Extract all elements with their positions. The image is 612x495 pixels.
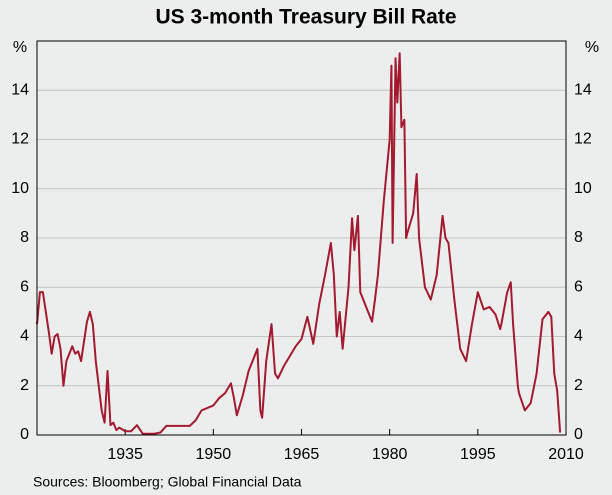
chart-title: US 3-month Treasury Bill Rate — [155, 6, 456, 29]
x-tick-label: 1965 — [284, 446, 320, 463]
x-tick-label: 1995 — [460, 446, 496, 463]
y2-tick-label: 8 — [574, 229, 583, 246]
source-note: Sources: Bloomberg; Global Financial Dat… — [33, 474, 302, 490]
y-tick-label: 14 — [11, 81, 29, 98]
y2-tick-label: 2 — [574, 377, 583, 394]
y-unit-right: % — [585, 39, 599, 56]
y2-tick-label: 6 — [574, 278, 583, 295]
x-tick-label: 1950 — [196, 446, 232, 463]
y-tick-label: 10 — [11, 180, 29, 197]
series-line — [36, 52, 562, 435]
y2-tick-label: 4 — [574, 328, 583, 345]
plot-frame — [36, 40, 567, 436]
y2-tick-label: 12 — [574, 131, 592, 148]
y2-tick-label: 14 — [574, 81, 592, 98]
y-unit-left: % — [13, 39, 27, 56]
y2-tick-label: 10 — [574, 180, 592, 197]
x-tick-label: 2010 — [548, 446, 584, 463]
y-tick-label: 6 — [20, 278, 29, 295]
y-tick-label: 2 — [20, 377, 29, 394]
x-tick-label: 1980 — [372, 446, 408, 463]
y-tick-label: 12 — [11, 131, 29, 148]
x-tick-label: 1935 — [107, 446, 143, 463]
y2-tick-label: 0 — [574, 426, 583, 443]
y-tick-label: 4 — [20, 328, 29, 345]
y-tick-label: 0 — [20, 426, 29, 443]
y-tick-label: 8 — [20, 229, 29, 246]
